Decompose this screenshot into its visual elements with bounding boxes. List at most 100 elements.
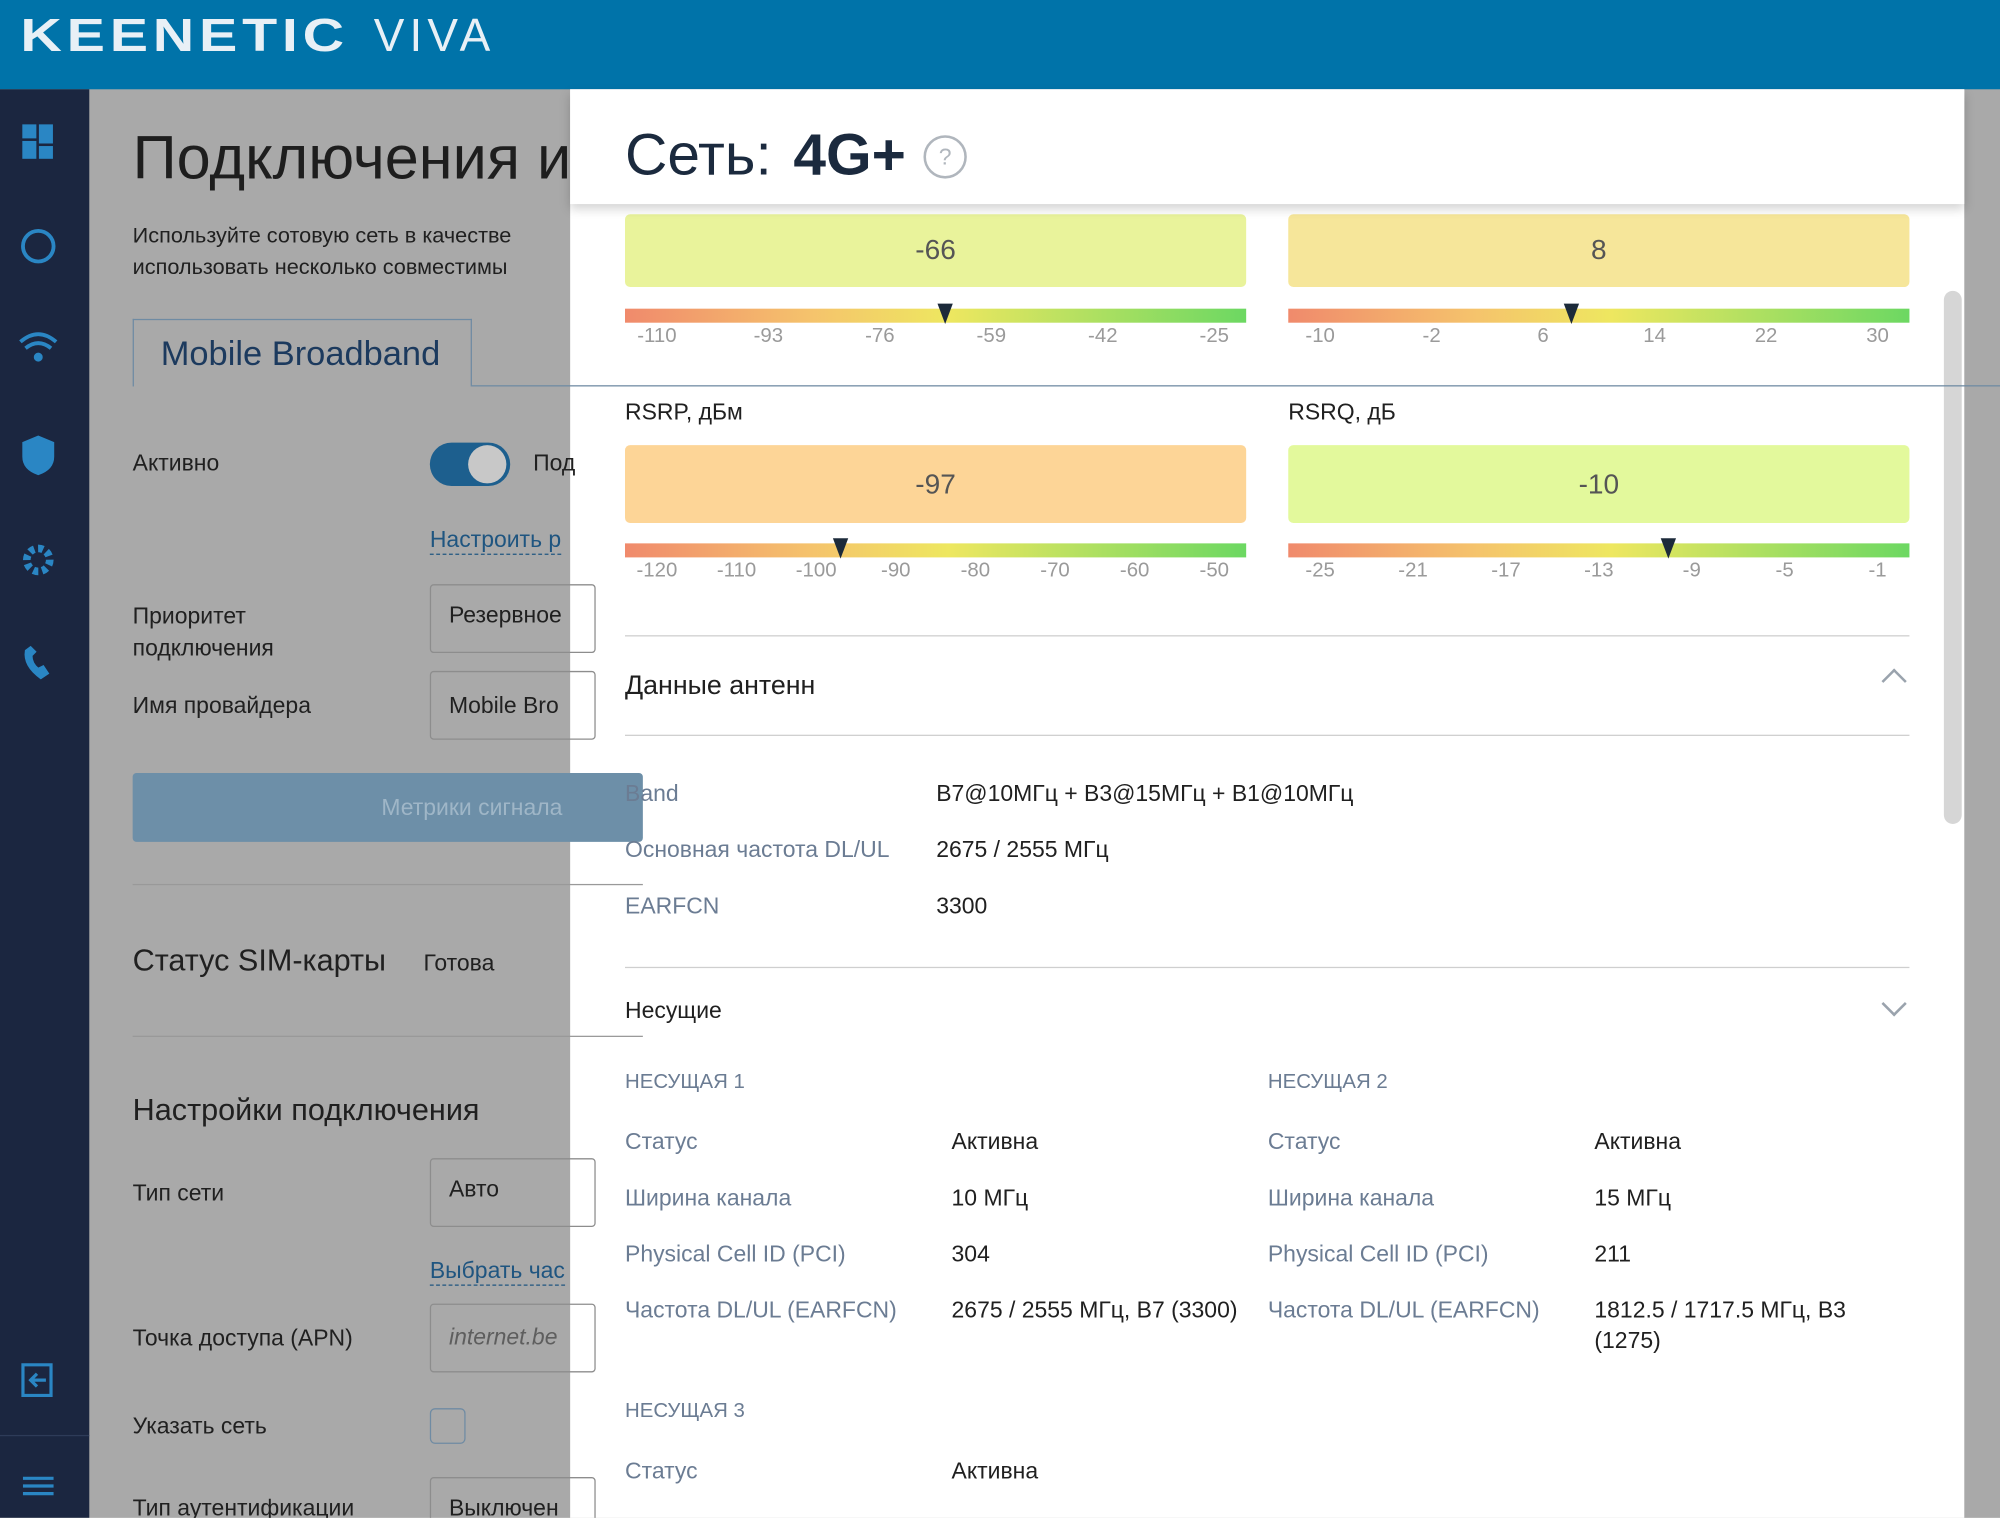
field-label: Точка доступа (APN) <box>132 1325 353 1351</box>
field-value: Готова <box>423 950 495 976</box>
field-label: Активно <box>132 450 220 476</box>
row-label: Ширина канала <box>624 1184 792 1211</box>
input[interactable] <box>429 670 596 740</box>
row-label: Physical Cell ID (PCI) <box>624 1241 846 1267</box>
divider <box>624 635 1910 637</box>
section-title: Несущие <box>624 997 722 1023</box>
field-label: Приоритет <box>132 603 246 629</box>
input-value: Авто <box>448 1176 500 1202</box>
gauge-tick-label: -90 <box>881 559 911 582</box>
gauge-box <box>624 445 1247 523</box>
gauge-tick-label: -59 <box>976 325 1007 347</box>
row-label: EARFCN <box>624 892 720 919</box>
gauge-tick-label: 30 <box>1866 325 1889 347</box>
gauge-tick-label: -110 <box>637 325 677 347</box>
dashboard-icon <box>22 124 53 159</box>
description: использовать несколько совместимы <box>132 255 508 280</box>
gauge-tick-label: 14 <box>1643 325 1666 347</box>
gauge-value: -66 <box>915 233 956 266</box>
tab-line <box>471 385 2000 387</box>
input-value: Резервное <box>448 602 562 628</box>
field-label: Указать сеть <box>132 1413 267 1439</box>
row-label: Частота DL/UL (EARFCN) <box>1267 1297 1540 1323</box>
carrier-title: НЕСУЩАЯ 2 <box>1267 1071 1388 1094</box>
modal <box>570 89 1965 1518</box>
gauge-tick-label: -50 <box>1199 559 1230 582</box>
field-label: подключения <box>132 635 274 661</box>
sidebar-divider <box>0 1434 90 1437</box>
gauge-tick-label: -25 <box>1305 559 1335 582</box>
row-value: 2675 / 2555 МГц <box>936 836 1109 863</box>
gauge-tick-label: -17 <box>1491 559 1521 582</box>
field-label: Имя провайдера <box>132 692 311 719</box>
gauge-tick-label: -80 <box>960 559 991 582</box>
row-value: B7@10МГц + B3@15МГц + B1@10МГц <box>936 780 1354 807</box>
gauge-marker <box>832 538 848 559</box>
description: Используйте сотовую сеть в качестве <box>132 223 512 248</box>
sidebar-icons <box>19 124 58 1496</box>
row-value: 10 МГц <box>951 1184 1029 1211</box>
wifi-icon <box>19 332 58 350</box>
gauge-box <box>1288 445 1910 523</box>
row-label: Статус <box>1267 1128 1341 1155</box>
gauge-bar <box>624 308 1247 323</box>
help-icon[interactable]: ? <box>923 135 967 179</box>
tab-label: Mobile Broadband <box>160 334 441 373</box>
phone-icon <box>24 645 50 680</box>
gauge-tick-label: -2 <box>1422 325 1441 347</box>
field-label: Тип сети <box>132 1179 225 1206</box>
checkbox[interactable] <box>429 1408 466 1444</box>
gauge-tick-label: -93 <box>753 325 784 347</box>
row-value: 211 <box>1594 1241 1631 1267</box>
carrier-title: НЕСУЩАЯ 1 <box>624 1071 745 1094</box>
input-value: Выключен <box>448 1494 559 1518</box>
input-value: internet.be <box>448 1323 558 1350</box>
gauge-value: 8 <box>1591 233 1607 266</box>
row-label: Статус <box>624 1128 698 1155</box>
gauge-tick-label: -60 <box>1119 559 1150 582</box>
link[interactable]: Настроить р <box>429 526 562 555</box>
gauge-tick-label: 6 <box>1537 325 1549 347</box>
section-label: Статус SIM-карты <box>132 943 387 979</box>
gauge-value: -10 <box>1578 468 1620 500</box>
section-title: Настройки подключения <box>132 1093 480 1128</box>
shield-icon <box>22 435 55 476</box>
row-label: Основная частота DL/UL <box>624 836 890 863</box>
scrollbar-thumb <box>1943 290 1962 824</box>
page-title: Подключения и <box>132 124 572 193</box>
top-bar <box>0 0 2000 90</box>
gauge-tick-label: -42 <box>1088 325 1118 347</box>
modal-header <box>570 89 1965 205</box>
gauge-label: RSRQ, дБ <box>1288 399 1396 425</box>
settings-icon <box>22 544 54 576</box>
row-value: 3300 <box>936 892 988 919</box>
field-hint: Под <box>533 450 576 476</box>
row-label: Ширина канала <box>1267 1184 1435 1211</box>
button-label: Метрики сигнала <box>381 794 563 821</box>
button[interactable] <box>132 772 643 842</box>
gauge-tick-label: -25 <box>1199 325 1230 347</box>
input[interactable] <box>429 584 596 654</box>
gauge-tick-label: -10 <box>1305 325 1335 347</box>
row-label: Physical Cell ID (PCI) <box>1267 1241 1489 1267</box>
menu-icon <box>22 1476 54 1496</box>
gauge-tick-label: -21 <box>1398 559 1428 582</box>
tab <box>132 318 472 387</box>
row-label: Частота DL/UL (EARFCN) <box>624 1297 897 1323</box>
modal-title: Сеть: <box>624 121 772 188</box>
link[interactable]: Выбрать час <box>429 1256 565 1286</box>
input[interactable] <box>429 1477 596 1518</box>
divider <box>624 734 1910 736</box>
row-value: 2675 / 2555 МГц, B7 (3300) <box>951 1297 1238 1323</box>
gauge-bar <box>624 543 1247 558</box>
input[interactable] <box>429 1158 596 1228</box>
gauge-tick-label: -13 <box>1584 559 1614 582</box>
row-label: Band <box>624 780 679 807</box>
input-value: Mobile Bro <box>448 692 559 719</box>
gauge-tick-label: -5 <box>1775 559 1794 582</box>
modal-title-strong: 4G+ <box>793 121 906 188</box>
input[interactable] <box>429 1303 596 1373</box>
gauge-box <box>1288 214 1910 287</box>
